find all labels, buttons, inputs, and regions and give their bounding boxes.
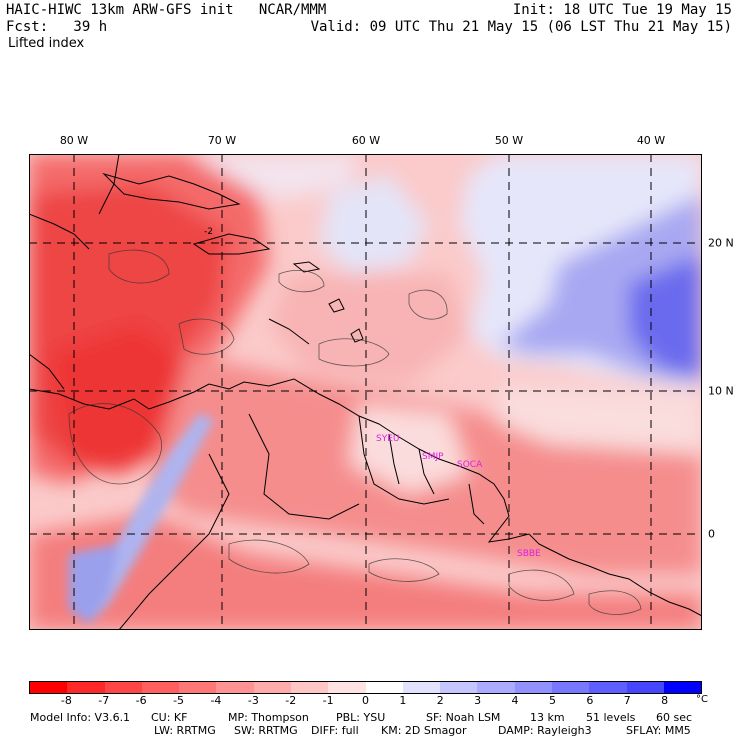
- colorbar-segment: [440, 682, 478, 693]
- station-smjp: SMJP: [422, 452, 444, 462]
- lat-label-equator: 0: [708, 527, 715, 541]
- lifted-index-map: SYEU SMJP SOCA SBBE -2: [29, 154, 702, 630]
- footer-damp: DAMP: Rayleigh3: [498, 724, 592, 737]
- map-frame: [29, 154, 702, 630]
- colorbar-segment: [328, 682, 366, 693]
- forecast-hour: Fcst: 39 h: [6, 19, 108, 35]
- colorbar: [29, 681, 702, 694]
- colorbar-segment: [626, 682, 664, 693]
- station-syeu: SYEU: [376, 434, 399, 444]
- colorbar-tick-label: -3: [247, 694, 259, 707]
- colorbar-tick-label: 1: [399, 694, 407, 707]
- colorbar-tick-label: -5: [173, 694, 185, 707]
- colorbar-tick-label: 8: [661, 694, 669, 707]
- colorbar-tick-label: 0: [362, 694, 369, 707]
- lon-label-40w: 40 W: [636, 134, 666, 147]
- lon-label-60w: 60 W: [351, 134, 381, 147]
- coastlines: [29, 154, 702, 630]
- footer-timestep: 60 sec: [656, 711, 693, 724]
- valid-time: Valid: 09 UTC Thu 21 May 15 (06 LST Thu …: [310, 19, 732, 35]
- colorbar-tick-label: 5: [548, 694, 556, 707]
- footer-model-info: Model Info: V3.6.1: [30, 711, 131, 724]
- contours: [68, 249, 642, 615]
- footer-sf: SF: Noah LSM: [426, 711, 501, 724]
- colorbar-segment: [30, 682, 68, 693]
- footer-diff: DIFF: full: [311, 724, 359, 737]
- colorbar-segment: [514, 682, 552, 693]
- station-markers: SYEU SMJP SOCA SBBE: [376, 434, 541, 559]
- colorbar-segment: [402, 682, 441, 693]
- colorbar-tick-label: 2: [436, 694, 444, 707]
- lat-label-10n: 10 N: [708, 384, 734, 398]
- footer-mp: MP: Thompson: [228, 711, 309, 724]
- station-sbbe: SBBE: [517, 549, 541, 559]
- model-title: HAIC-HIWC 13km ARW-GFS init NCAR/MMM: [6, 2, 327, 18]
- lat-label-20n: 20 N: [708, 236, 734, 250]
- colorbar-segment: [179, 682, 217, 693]
- colorbar-segment: [477, 682, 515, 693]
- colorbar-segment: [365, 682, 403, 693]
- colorbar-tick-label: 4: [511, 694, 519, 707]
- footer-pbl: PBL: YSU: [336, 711, 386, 724]
- colorbar-tick-label: 7: [623, 694, 631, 707]
- lat-lon-grid: [29, 154, 702, 630]
- colorbar-segment: [663, 682, 702, 693]
- colorbar-tick-label: -8: [60, 694, 72, 707]
- footer-km: KM: 2D Smagor: [381, 724, 467, 737]
- colorbar-segment: [551, 682, 590, 693]
- init-time: Init: 18 UTC Tue 19 May 15: [512, 2, 732, 18]
- colorbar-segment: [216, 682, 254, 693]
- footer-sflay: SFLAY: MM5: [626, 724, 691, 737]
- lon-label-50w: 50 W: [494, 134, 524, 147]
- map-canvas: SYEU SMJP SOCA SBBE -2: [29, 154, 702, 630]
- lon-label-70w: 70 W: [207, 134, 237, 147]
- contour-label: -2: [204, 227, 213, 237]
- colorbar-segment: [253, 682, 291, 693]
- colorbar-segment: [104, 682, 142, 693]
- colorbar-tick-label: -1: [322, 694, 334, 707]
- colorbar-segment: [67, 682, 105, 693]
- contour-labels: -2: [204, 227, 213, 237]
- footer-cu: CU: KF: [151, 711, 188, 724]
- footer-sw: SW: RRTMG: [234, 724, 298, 737]
- colorbar-unit: °C: [696, 694, 708, 705]
- colorbar-tick-label: -4: [210, 694, 222, 707]
- footer-resolution: 13 km: [530, 711, 565, 724]
- colorbar-segment: [141, 682, 180, 693]
- footer-levels: 51 levels: [586, 711, 636, 724]
- colorbar-tick-label: -2: [285, 694, 297, 707]
- field-name: Lifted index: [8, 36, 85, 51]
- colorbar-tick-label: -7: [98, 694, 110, 707]
- colorbar-tick-label: 6: [586, 694, 594, 707]
- footer-lw: LW: RRTMG: [154, 724, 216, 737]
- colorbar-segment: [589, 682, 627, 693]
- colorbar-tick-label: -6: [135, 694, 147, 707]
- colorbar-tick-label: 3: [474, 694, 482, 707]
- colorbar-segment: [290, 682, 329, 693]
- lon-label-80w: 80 W: [59, 134, 89, 147]
- station-soca: SOCA: [457, 460, 483, 470]
